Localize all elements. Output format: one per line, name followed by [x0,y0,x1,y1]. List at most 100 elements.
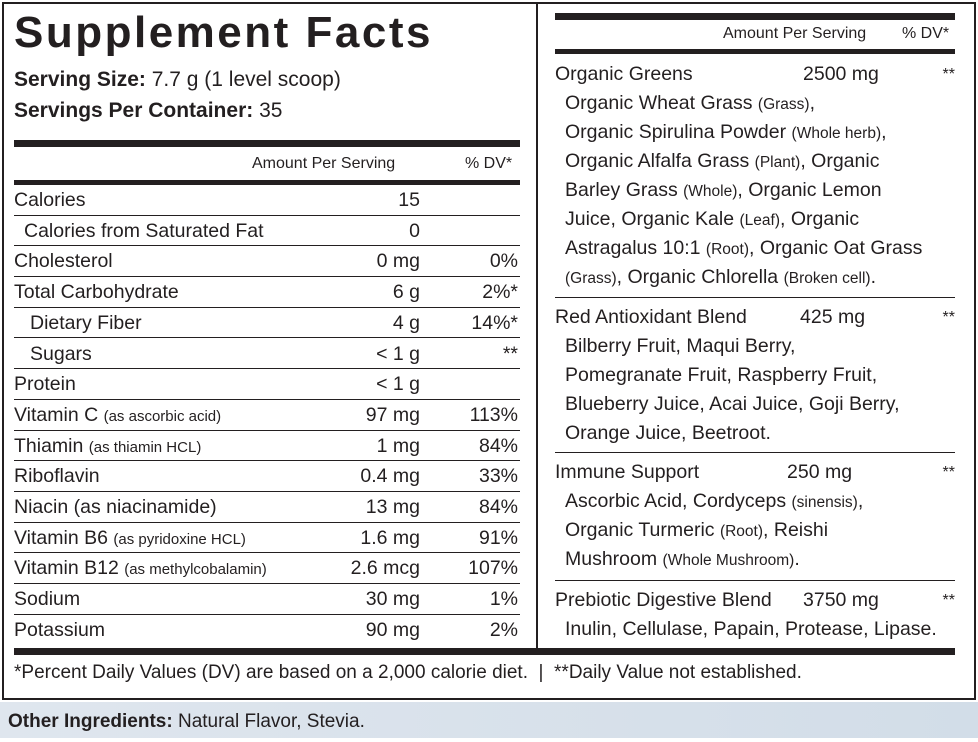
nutrient-row: Vitamin C (as ascorbic acid) 97 mg 113% [14,400,520,431]
thick-rule [555,49,955,54]
nutrient-row: Calories 15 [14,185,520,216]
nutrient-row: Potassium 90 mg 2% [14,615,520,646]
amount-header: Amount Per Serving [252,155,396,172]
blend-ingredient-line: Bilberry Fruit, Maqui Berry, [565,335,796,357]
blend: Prebiotic Digestive Blend 3750 mg ** Inulin… [555,586,955,644]
nutrient-amount: 2.6 mcg [350,557,420,580]
blend-ingredient-line: Organic Wheat Grass (Grass), [565,92,815,114]
blend-ingredient-line: Ascorbic Acid, Cordyceps (sinensis), [565,490,864,512]
nutrient-name: Sugars [30,342,92,365]
servings-per-container: Servings Per Container: 35 [14,99,283,122]
blend-separator [555,452,955,453]
blend-separator [555,580,955,581]
nutrient-amount: 1 mg [376,434,420,457]
nutrient-name: Vitamin B6 (as pyridoxine HCL) [14,526,246,549]
panel-title: Supplement Facts [14,8,433,57]
blend-dv: ** [942,309,955,326]
other-ingredients: Other Ingredients: Natural Flavor, Stevi… [0,702,978,738]
column-divider [536,2,538,648]
blend-ingredient-line: Orange Juice, Beetroot. [565,422,771,444]
nutrient-name: Calories from Saturated Fat [24,219,264,242]
nutrient-amount: 0.4 mg [360,465,420,488]
blend: Red Antioxidant Blend 425 mg ** Bilberry Fr… [555,303,955,448]
nutrient-name: Protein [14,373,76,396]
nutrient-dv: 33% [478,465,518,488]
blend-ingredient-line: Organic Turmeric (Root), Reishi [565,519,829,541]
nutrient-row: Dietary Fiber 4 g 14%* [14,308,520,339]
blend-ingredient-line: Astragalus 10:1 (Root), Organic Oat Gras… [565,237,923,259]
nutrient-dv: 1% [489,588,518,611]
blend-ingredient-line: (Grass), Organic Chlorella (Broken cell)… [565,266,876,288]
nutrient-dv: ** [502,342,518,365]
nutrient-row: Cholesterol 0 mg 0% [14,246,520,278]
supplement-facts-panel [2,2,976,700]
nutrient-dv: 2%* [482,281,518,304]
blend-amount: 250 mg [787,461,853,483]
nutrient-amount: 1.6 mg [360,526,420,549]
nutrient-dv: 84% [478,496,518,518]
blend-dv: ** [942,592,955,609]
blend-separator [555,297,955,298]
blend-ingredient-line: Organic Alfalfa Grass (Plant), Organic [565,150,880,172]
blend-amount: 425 mg [800,306,866,328]
nutrient-row: Protein < 1 g [14,369,520,400]
nutrient-name: Niacin (as niacinamide) [14,496,217,518]
nutrient-name: Riboflavin [14,465,100,488]
blend-ingredient-line: Blueberry Juice, Acai Juice, Goji Berry, [565,393,900,415]
nutrient-amount: 0 [409,219,420,242]
nutrient-amount: 90 mg [365,618,420,641]
blend-ingredient-line: Barley Grass (Whole), Organic Lemon [565,179,882,201]
nutrient-amount: 13 mg [365,496,420,518]
blend-name: Red Antioxidant Blend [555,306,747,328]
nutrient-amount: 0 mg [376,250,420,273]
nutrient-row: Riboflavin 0.4 mg 33% [14,461,520,492]
nutrient-amount: 97 mg [365,403,420,426]
nutrient-row: Vitamin B12 (as methylcobalamin) 2.6 mcg 1… [14,553,520,585]
nutrient-dv: 2% [489,618,518,641]
thick-rule [14,140,520,147]
nutrient-name: Vitamin B12 (as methylcobalamin) [14,557,267,580]
nutrient-row: Thiamin (as thiamin HCL) 1 mg 84% [14,431,520,462]
nutrient-name: Dietary Fiber [30,311,142,334]
thick-rule [14,648,955,655]
blend-ingredient-line: Pomegranate Fruit, Raspberry Fruit, [565,364,878,386]
nutrient-dv: 14%* [471,311,518,334]
blend-amount: 3750 mg [803,589,879,611]
blend: Immune Support 250 mg ** Ascorbic Acid, Cor… [555,458,955,574]
blend-ingredient-line: Inulin, Cellulase, Papain, Protease, Lip… [565,618,937,640]
nutrient-dv: 113% [469,403,518,426]
footnote: *Percent Daily Values (DV) are based on … [14,662,802,683]
blend-dv: ** [942,464,955,481]
nutrient-row: Sodium 30 mg 1% [14,584,520,615]
thick-rule [14,180,520,185]
blend-dv-header: % DV* [902,25,950,42]
nutrient-amount: < 1 g [376,342,420,365]
nutrient-dv: 107% [468,557,518,580]
nutrient-row: Niacin (as niacinamide) 13 mg 84% [14,492,520,523]
nutrient-name: Potassium [14,618,106,641]
blend-amount-header: Amount Per Serving [723,25,867,42]
nutrient-amount: 15 [398,189,420,211]
blend-ingredient-line: Mushroom (Whole Mushroom). [565,548,800,570]
nutrient-name: Thiamin (as thiamin HCL) [14,434,202,457]
nutrient-dv: 84% [478,434,518,457]
nutrient-row: Total Carbohydrate 6 g 2%* [14,277,520,308]
nutrient-name: Total Carbohydrate [14,281,179,304]
nutrient-amount: 30 mg [365,588,420,611]
blend-ingredient-line: Organic Spirulina Powder (Whole herb), [565,121,887,143]
blend: Organic Greens 2500 mg ** Organic Wheat Gra… [555,60,955,292]
nutrient-dv: 0% [489,250,518,273]
dv-header: % DV* [465,155,513,172]
nutrient-row: Sugars < 1 g ** [14,339,520,370]
blend-dv: ** [942,66,955,83]
blend-ingredient-line: Juice, Organic Kale (Leaf), Organic [565,208,860,230]
blend-amount: 2500 mg [803,63,879,85]
blend-name: Prebiotic Digestive Blend [555,589,772,611]
thick-rule [555,13,955,20]
nutrient-name: Calories [14,189,86,211]
nutrient-amount: 6 g [392,281,420,304]
blend-name: Immune Support [555,461,700,483]
nutrient-row: Calories from Saturated Fat 0 [14,216,520,247]
nutrient-name: Cholesterol [14,250,113,273]
nutrient-amount: 4 g [392,311,420,334]
